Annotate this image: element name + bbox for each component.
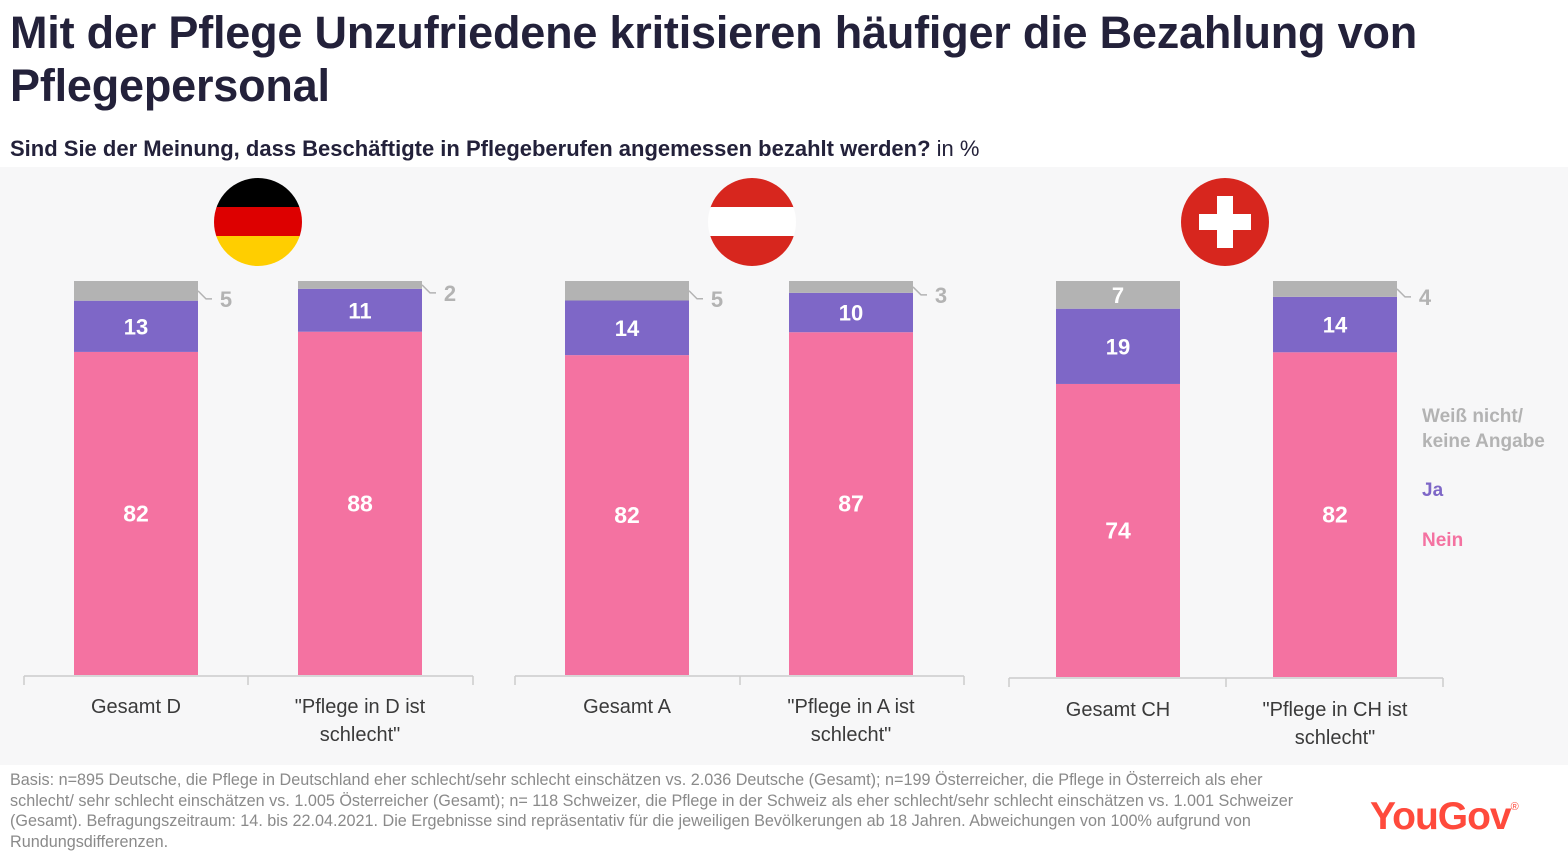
data-label: 82 — [123, 500, 149, 526]
data-label: 14 — [615, 316, 640, 341]
bar-ja — [74, 300, 198, 352]
chart-subtitle: Sind Sie der Meinung, dass Beschäftigte … — [10, 134, 979, 164]
category-label: schlecht" — [811, 724, 891, 746]
bar-weiß — [74, 281, 198, 301]
data-label: 5 — [711, 287, 723, 312]
data-labels: 82 13 5 88 11 2 82 14 5 87 10 3 74 19 7 82 14 4 — [123, 281, 1432, 544]
legend-entry: Weiß nicht/ — [1422, 406, 1524, 427]
category-label: Gesamt D — [91, 696, 181, 718]
unit-label: in % — [936, 136, 980, 161]
legend: Weiß nicht/keine Angabe Ja Nein — [1422, 406, 1545, 551]
category-label: Gesamt CH — [1066, 699, 1170, 721]
bar-ja — [1056, 308, 1180, 384]
data-label: 5 — [220, 287, 232, 312]
bar-weiß — [789, 281, 913, 293]
category-label: "Pflege in CH ist — [1263, 699, 1408, 721]
data-label: 4 — [1419, 285, 1432, 310]
at-flag-icon — [708, 178, 796, 266]
category-label: schlecht" — [320, 724, 400, 746]
leader-line — [688, 290, 703, 300]
bar-nein — [1273, 352, 1397, 677]
legend-entry: keine Angabe — [1422, 431, 1545, 452]
data-label: 13 — [124, 314, 148, 339]
bar-weiß — [298, 281, 422, 289]
leader-line — [197, 290, 212, 300]
bar-ja — [1273, 296, 1397, 353]
legend-entry: Ja — [1422, 480, 1444, 501]
header: Mit der Pflege Unzufriedene kritisieren … — [0, 0, 1568, 167]
bar-ja — [565, 300, 689, 356]
data-label: 19 — [1106, 334, 1130, 359]
category-labels: Gesamt D "Pflege in D ist schlecht" Gesamt … — [91, 696, 1408, 749]
bar-nein — [74, 351, 198, 675]
leader-line — [421, 284, 436, 294]
survey-question: Sind Sie der Meinung, dass Beschäftigte … — [10, 136, 931, 161]
bar-nein — [1056, 383, 1180, 677]
bar-weiß — [1273, 281, 1397, 297]
bar-weiß — [1056, 281, 1180, 309]
data-label: 87 — [838, 491, 864, 517]
data-label: 14 — [1323, 313, 1348, 338]
category-label: Gesamt A — [583, 696, 671, 718]
ch-flag-icon — [1181, 178, 1269, 266]
bar-ja — [298, 288, 422, 332]
de-flag-icon — [214, 178, 302, 266]
leader-line — [912, 286, 927, 296]
data-label: 11 — [348, 298, 371, 323]
logo-text: YouGov — [1370, 795, 1512, 838]
category-label: schlecht" — [1295, 727, 1375, 749]
data-label: 10 — [839, 301, 863, 326]
category-label: "Pflege in A ist — [787, 696, 915, 718]
data-label: 3 — [935, 283, 947, 308]
registered-mark: ® — [1510, 801, 1519, 813]
data-label: 74 — [1105, 517, 1131, 543]
data-label: 82 — [1322, 502, 1348, 528]
category-label: "Pflege in D ist — [295, 696, 426, 718]
page-title: Mit der Pflege Unzufriedene kritisieren … — [10, 7, 1418, 111]
bar-ja — [789, 292, 913, 333]
bar-marks — [74, 281, 1397, 677]
data-label: 2 — [444, 281, 456, 306]
footnote: Basis: n=895 Deutsche, die Pflege in Deu… — [10, 771, 1294, 851]
bar-nein — [565, 355, 689, 675]
data-label: 88 — [347, 490, 373, 516]
bar-weiß — [565, 281, 689, 301]
data-label: 82 — [614, 502, 640, 528]
yougov-logo: YouGov® — [1370, 795, 1519, 839]
legend-entry: Nein — [1422, 530, 1463, 551]
bar-nein — [298, 331, 422, 675]
bar-nein — [789, 332, 913, 675]
data-label: 7 — [1112, 283, 1124, 308]
leader-line — [1396, 288, 1411, 298]
